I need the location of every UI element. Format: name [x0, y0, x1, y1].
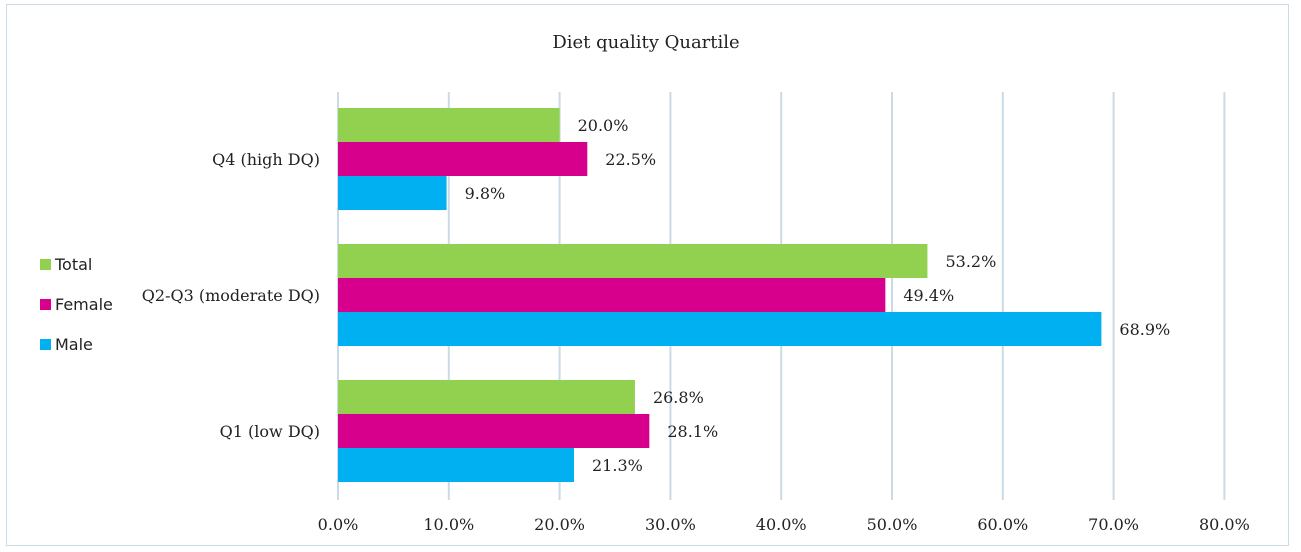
bar-female — [338, 142, 588, 176]
x-tick-label: 0.0% — [318, 515, 359, 534]
bar-male — [338, 312, 1102, 346]
bar-total — [338, 380, 635, 414]
bars — [338, 108, 1102, 482]
chart-title: Diet quality Quartile — [552, 32, 739, 53]
bar-male — [338, 448, 575, 482]
legend-label: Total — [55, 254, 93, 274]
bar-female — [338, 278, 886, 312]
data-label: 21.3% — [592, 456, 643, 475]
category-label: Q1 (low DQ) — [220, 422, 320, 441]
data-label: 53.2% — [945, 252, 996, 271]
legend-swatch — [40, 298, 51, 310]
bar-total — [338, 108, 560, 142]
bar-female — [338, 414, 650, 448]
legend-item-male: Male — [40, 334, 113, 354]
data-label: 28.1% — [667, 422, 718, 441]
x-tick-label: 30.0% — [645, 515, 696, 534]
legend-swatch — [40, 338, 51, 350]
data-label: 9.8% — [465, 184, 506, 203]
x-tick-label: 60.0% — [977, 515, 1028, 534]
legend-item-female: Female — [40, 294, 113, 314]
data-label: 22.5% — [605, 150, 656, 169]
legend-swatch — [40, 258, 51, 270]
data-label: 26.8% — [653, 388, 704, 407]
x-tick-label: 50.0% — [867, 515, 918, 534]
legend-label: Male — [55, 334, 93, 354]
bar-male — [338, 176, 447, 210]
x-tick-label: 80.0% — [1199, 515, 1250, 534]
category-label: Q2-Q3 (moderate DQ) — [142, 286, 320, 305]
data-label: 49.4% — [903, 286, 954, 305]
data-label: 20.0% — [578, 116, 629, 135]
category-label: Q4 (high DQ) — [212, 150, 320, 169]
legend-label: Female — [55, 294, 113, 314]
x-tick-label: 20.0% — [534, 515, 585, 534]
x-tick-label: 10.0% — [423, 515, 474, 534]
bar-total — [338, 244, 928, 278]
chart-frame — [6, 4, 1289, 546]
legend: Total Female Male — [40, 254, 113, 374]
legend-item-total: Total — [40, 254, 113, 274]
x-tick-label: 70.0% — [1088, 515, 1139, 534]
data-label: 68.9% — [1119, 320, 1170, 339]
value-labels: 20.0% 22.5% 9.8% 53.2% 49.4% 68.9% 26.8% 28.1% 2… — [465, 116, 1171, 475]
x-tick-label: 40.0% — [756, 515, 807, 534]
tick-labels: 0.0% 10.0% 20.0% 30.0% 40.0% 50.0% 60.0% 70.0% 8… — [318, 515, 1250, 534]
category-labels: Q4 (high DQ) Q2-Q3 (moderate DQ) Q1 (low D… — [142, 150, 320, 441]
